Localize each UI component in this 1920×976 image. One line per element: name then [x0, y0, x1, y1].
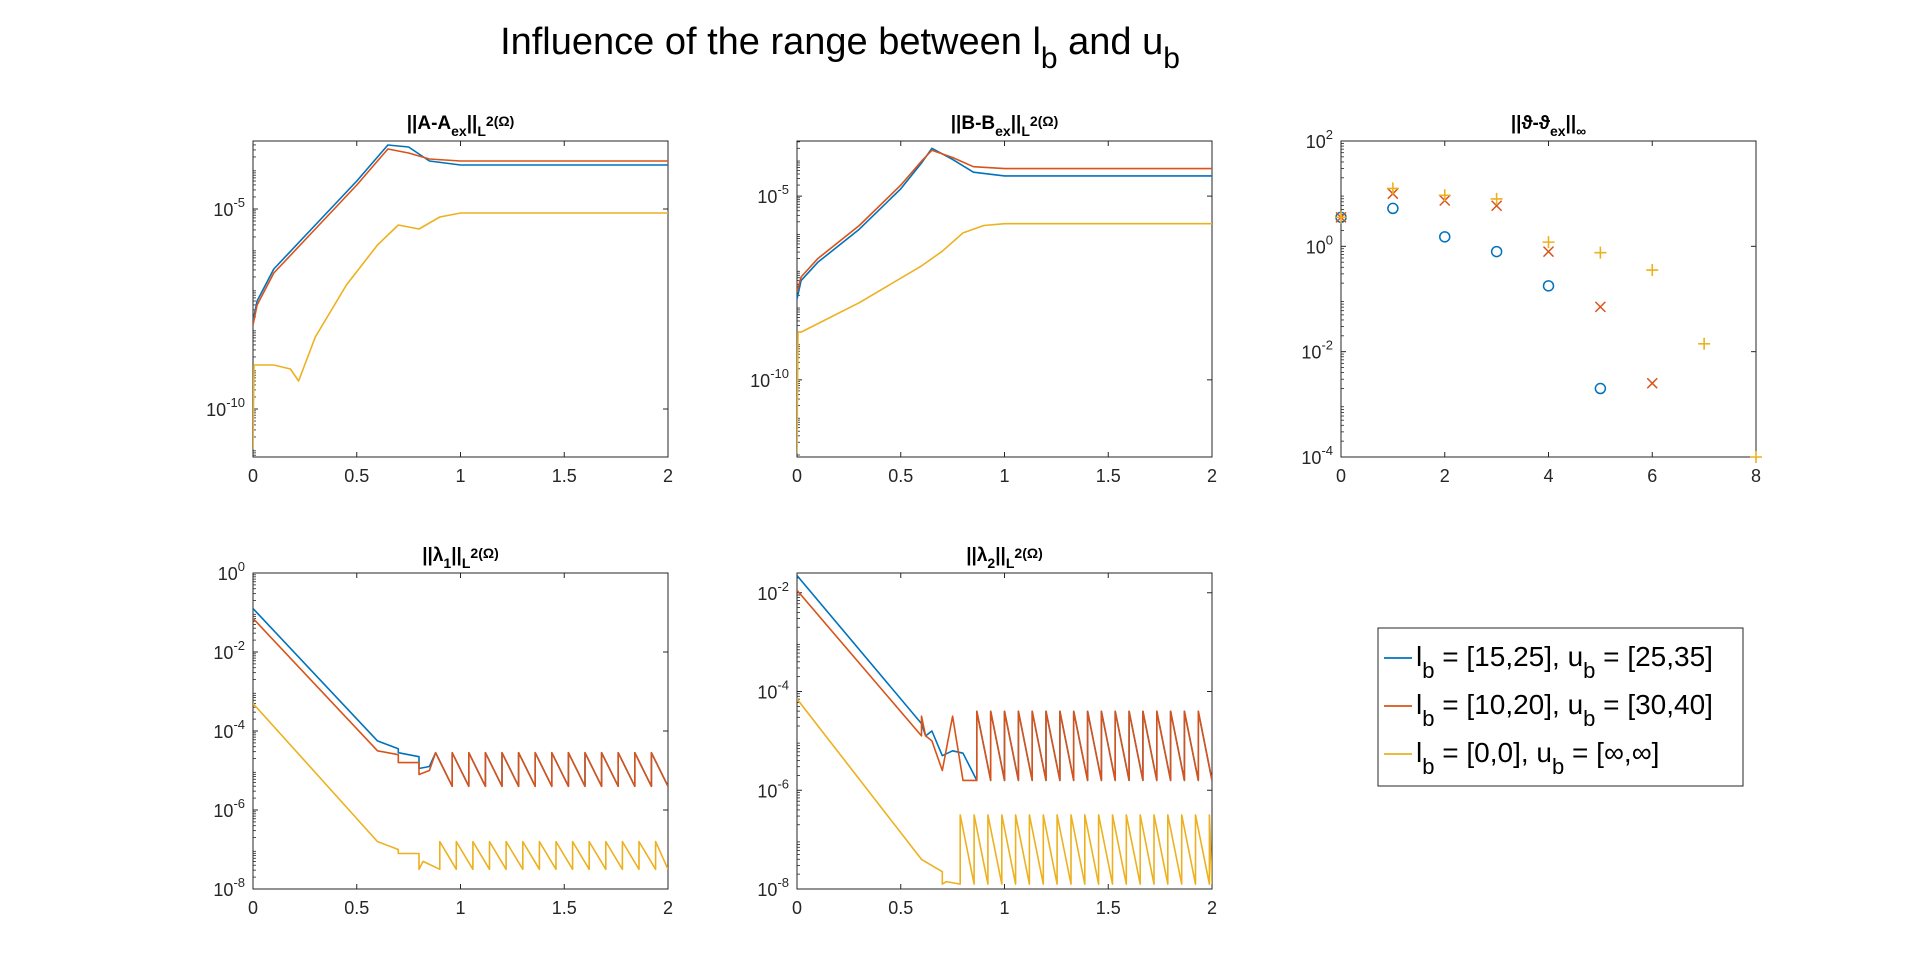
subplot-4: 0 0.5 1 1.5 2 10-8 10-6 10-4 10-2 100 ||λ1||L2(Ω) [213, 545, 673, 918]
x-tick-label: 0.5 [888, 898, 913, 918]
data-point-s3-2 [1386, 182, 1399, 195]
series-line-2 [253, 617, 668, 788]
axes-box [252, 572, 669, 890]
subplot-2: 0 0.5 1 1.5 2 10-10 10-5 ||B-Bex||L2(Ω) [750, 113, 1217, 486]
data-point-s3-9 [1750, 451, 1762, 463]
x-tick-label: 1.5 [552, 466, 577, 486]
y-tick-label: 102 [1306, 127, 1333, 152]
x-tick-label: 0 [792, 898, 802, 918]
data-point-s2-7 [1646, 377, 1658, 389]
x-tick-label: 2 [1207, 466, 1217, 486]
subplot-3: 0 2 4 6 8 10-4 10-2 100 102 ||ϑ-ϑex||∞ [1301, 113, 1762, 486]
y-tick-label: 100 [1306, 232, 1333, 257]
data-point-s3-7 [1646, 264, 1659, 277]
series-line-3 [797, 222, 1212, 454]
legend-label-1: lb = [15,25], ub = [25,35] [1416, 641, 1713, 683]
data-point-s2-6 [1594, 301, 1606, 313]
figure-title: Influence of the range between lb and ub [500, 21, 1180, 75]
series-line-3 [253, 212, 668, 450]
series-line-1 [253, 144, 668, 322]
x-tick-label: 8 [1751, 466, 1761, 486]
y-tick-label: 100 [218, 559, 245, 584]
y-tick-label: 10-5 [213, 195, 245, 220]
data-point-s3-5 [1542, 236, 1555, 249]
x-tick-label: 0 [1336, 466, 1346, 486]
x-tick-label: 0.5 [344, 898, 369, 918]
y-tick-label: 10-10 [206, 395, 245, 420]
series-line-3 [253, 702, 668, 871]
data-point-s3-6 [1594, 246, 1607, 259]
x-tick-label: 1 [999, 466, 1009, 486]
series-line-1 [797, 147, 1212, 300]
data-point-s3-1 [1335, 211, 1347, 224]
data-point-s1-4 [1490, 245, 1503, 258]
data-point-s1-5 [1542, 280, 1555, 292]
y-tick-label: 10-10 [750, 366, 789, 391]
axes-box [252, 140, 669, 458]
x-tick-label: 2 [1440, 466, 1450, 486]
subplot-5: 0 0.5 1 1.5 2 10-8 10-6 10-4 10-2 ||λ2||L2(Ω) [757, 545, 1217, 918]
y-tick-label: 10-8 [757, 875, 789, 900]
series-line-2 [797, 149, 1212, 292]
y-tick-label: 10-4 [1301, 443, 1333, 468]
legend: lb = [15,25], ub = [25,35] lb = [10,20], … [1377, 627, 1744, 787]
x-tick-label: 1.5 [1096, 466, 1121, 486]
y-tick-label: 10-2 [213, 638, 245, 663]
axes-box [796, 140, 1213, 458]
x-tick-label: 0 [792, 466, 802, 486]
data-point-s3-3 [1438, 189, 1451, 202]
data-point-s1-6 [1594, 382, 1607, 395]
x-tick-label: 1 [455, 898, 465, 918]
series-line-2 [253, 148, 668, 326]
x-tick-label: 4 [1543, 466, 1553, 486]
data-point-s3-8 [1698, 337, 1711, 350]
series-line-3 [797, 698, 1212, 885]
data-point-s2-5 [1542, 246, 1555, 258]
y-tick-label: 10-6 [213, 796, 245, 821]
x-tick-label: 2 [663, 898, 673, 918]
y-tick-label: 10-5 [757, 182, 789, 207]
x-tick-label: 1.5 [552, 898, 577, 918]
legend-box [1377, 627, 1744, 787]
plot-title-3: ||ϑ-ϑex||∞ [1511, 113, 1586, 139]
x-tick-label: 6 [1647, 466, 1657, 486]
data-point-s3-4 [1490, 192, 1503, 205]
x-tick-label: 2 [663, 466, 673, 486]
axes-box [1340, 140, 1757, 458]
x-tick-label: 1 [999, 898, 1009, 918]
data-point-s1-3 [1439, 231, 1451, 243]
plot-title-2: ||B-Bex||L2(Ω) [951, 113, 1059, 139]
y-tick-label: 10-4 [213, 717, 245, 742]
data-point-s2-4 [1491, 200, 1503, 212]
plot-title-1: ||A-Aex||L2(Ω) [407, 113, 515, 139]
y-tick-label: 10-6 [757, 776, 789, 801]
data-point-s1-2 [1387, 202, 1399, 215]
x-tick-label: 1 [455, 466, 465, 486]
x-tick-label: 0 [248, 466, 258, 486]
legend-label-3: lb = [0,0], ub = [∞,∞] [1416, 737, 1659, 779]
plot-title-5: ||λ2||L2(Ω) [966, 545, 1043, 571]
legend-label-2: lb = [10,20], ub = [30,40] [1416, 689, 1713, 731]
x-tick-label: 1.5 [1096, 898, 1121, 918]
y-tick-label: 10-2 [757, 579, 789, 604]
x-tick-label: 0.5 [344, 466, 369, 486]
y-tick-label: 10-2 [1301, 338, 1333, 363]
plot-title-4: ||λ1||L2(Ω) [422, 545, 499, 571]
y-tick-label: 10-4 [757, 678, 789, 703]
y-tick-label: 10-8 [213, 875, 245, 900]
x-tick-label: 0.5 [888, 466, 913, 486]
subplot-1: 0 0.5 1 1.5 2 10-10 10-5 ||A-Aex||L2(Ω) [206, 113, 673, 486]
x-tick-label: 2 [1207, 898, 1217, 918]
x-tick-label: 0 [248, 898, 258, 918]
series-line-2 [797, 589, 1212, 782]
